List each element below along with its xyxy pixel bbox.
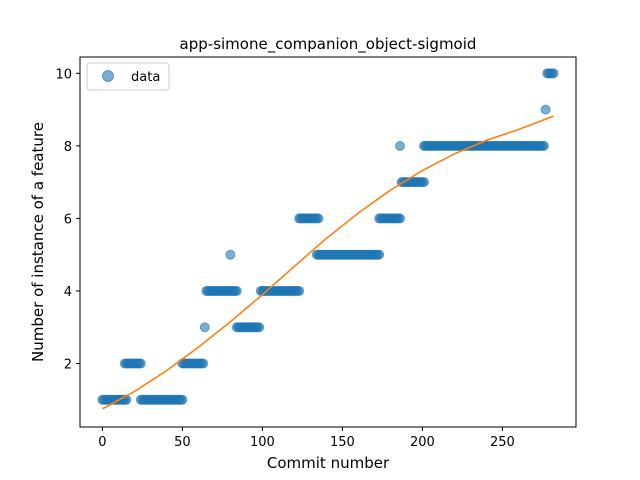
data-point [199, 322, 210, 333]
data-point [548, 68, 559, 79]
x-tick-label: 0 [98, 435, 106, 450]
y-tick-label: 6 [64, 212, 72, 227]
data-point [395, 140, 405, 151]
data-point [254, 322, 265, 333]
x-tick-label: 250 [490, 435, 515, 450]
y-axis-label: Number of instance of a feature [29, 122, 47, 362]
y-axis: 2 4 6 8 10 [55, 67, 80, 373]
chart-title: app-simone_companion_object-sigmoid [180, 35, 477, 54]
x-tick-label: 200 [410, 435, 435, 450]
x-tick-label: 100 [250, 435, 275, 450]
data-point [177, 394, 188, 405]
legend-marker [102, 70, 114, 82]
data-point [540, 104, 551, 115]
y-tick-label: 2 [64, 358, 72, 373]
y-tick-label: 8 [64, 140, 72, 155]
scatter-points [97, 68, 559, 405]
y-tick-label: 4 [64, 285, 72, 300]
data-point [231, 285, 242, 296]
data-point [395, 213, 405, 224]
data-point [374, 249, 385, 260]
x-tick-label: 50 [174, 435, 191, 450]
data-point [539, 140, 549, 151]
fit-line-group [102, 115, 554, 410]
data-point [198, 358, 209, 369]
data-point [225, 249, 236, 260]
x-axis-label: Commit number [267, 454, 390, 472]
plot-frame [79, 56, 577, 428]
legend-label: data [131, 70, 160, 85]
data-point [419, 177, 429, 188]
fit-line [102, 115, 554, 410]
data-point [135, 358, 146, 369]
x-axis: 0 50 100 150 200 250 [98, 427, 515, 450]
legend-box [86, 62, 170, 91]
data-point [313, 213, 324, 224]
x-tick-label: 150 [330, 435, 355, 450]
y-tick-label: 10 [55, 67, 72, 82]
legend: data [86, 62, 170, 91]
data-point [294, 285, 305, 296]
